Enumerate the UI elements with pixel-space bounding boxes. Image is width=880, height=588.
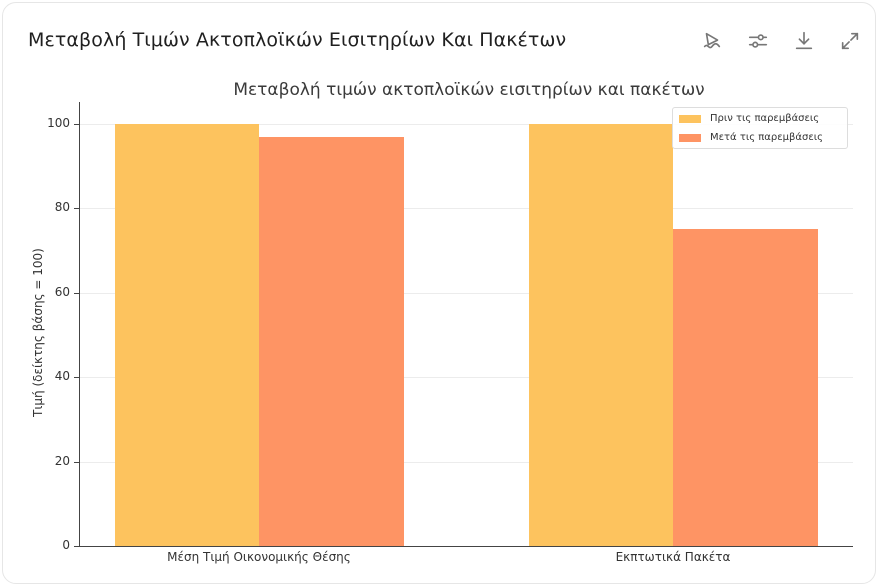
- y-tick-label: 0: [62, 538, 70, 552]
- legend: Πριν τις παρεμβάσεις Μετά τις παρεμβάσει…: [672, 107, 848, 149]
- y-tick-label: 100: [47, 116, 70, 130]
- gridline: [80, 462, 853, 463]
- download-icon: [795, 31, 813, 50]
- y-tick: [74, 208, 79, 209]
- legend-item-after: Μετά τις παρεμβάσεις: [679, 132, 823, 143]
- gridline: [80, 293, 853, 294]
- bar-before-packages: [529, 124, 673, 546]
- expand-button[interactable]: [837, 28, 863, 54]
- y-tick: [74, 546, 79, 547]
- y-axis-title: Τιμή (δείκτης βάσης = 100): [31, 248, 45, 417]
- y-tick-label: 60: [54, 285, 70, 299]
- legend-swatch-before: [679, 114, 701, 123]
- chart-type-button[interactable]: [699, 28, 725, 54]
- expand-icon: [841, 32, 859, 50]
- y-tick-label: 80: [54, 200, 70, 214]
- customize-button[interactable]: [745, 28, 771, 54]
- gridline: [80, 377, 853, 378]
- y-tick: [74, 124, 79, 125]
- bar-before-economy: [115, 124, 259, 546]
- x-axis: [79, 546, 853, 547]
- gridline: [80, 208, 853, 209]
- legend-label: Μετά τις παρεμβάσεις: [710, 132, 823, 143]
- legend-item-before: Πριν τις παρεμβάσεις: [679, 113, 819, 124]
- bar-after-economy: [259, 137, 404, 546]
- download-button[interactable]: [791, 28, 817, 54]
- settings-sliders-icon: [748, 34, 768, 48]
- chart-title: Μεταβολή τιμών ακτοπλοϊκών εισιτηρίων κα…: [233, 80, 705, 100]
- legend-label: Πριν τις παρεμβάσεις: [710, 113, 820, 124]
- y-tick: [74, 377, 79, 378]
- y-axis: [79, 102, 80, 547]
- y-tick: [74, 293, 79, 294]
- card-title: Μεταβολή Τιμών Ακτοπλοϊκών Εισιτηρίων Κα…: [28, 29, 567, 51]
- chart-toolbar: [699, 28, 863, 54]
- chart-type-icon: [703, 32, 721, 49]
- y-tick-label: 40: [54, 369, 70, 383]
- bar-after-packages: [673, 229, 818, 546]
- y-tick: [74, 462, 79, 463]
- x-tick-label: Εκπτωτικά Πακέτα: [615, 550, 731, 564]
- y-tick-label: 20: [54, 454, 70, 468]
- gridline: [80, 124, 853, 125]
- legend-swatch-after: [679, 133, 701, 142]
- x-tick-label: Μέση Τιμή Οικονομικής Θέσης: [167, 550, 351, 564]
